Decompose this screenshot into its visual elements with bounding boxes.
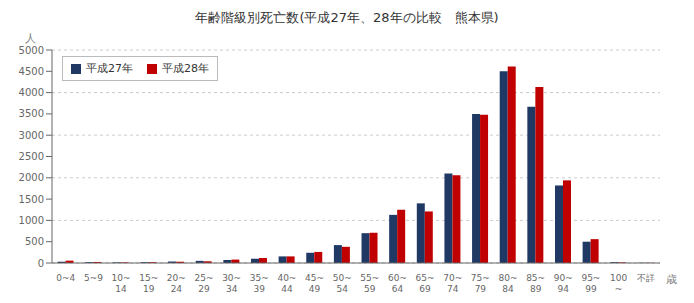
svg-text:500: 500 [25,236,44,247]
svg-text:95~99: 95~99 [581,273,600,294]
html-text:平成28年: 平成28年 [162,62,209,75]
svg-text:75~79: 75~79 [471,273,490,294]
svg-text:人: 人 [25,32,36,45]
svg-text:4000: 4000 [19,87,44,98]
html-text:平成27年: 平成27年 [86,62,133,75]
svg-text:60~64: 60~64 [388,273,407,294]
svg-text:不詳: 不詳 [637,273,655,283]
svg-text:40~44: 40~44 [277,273,296,294]
svg-text:歳: 歳 [666,273,677,286]
svg-text:1000: 1000 [19,215,44,226]
html-text:年齢階級別死亡数(平成27年、28年の比較 熊本県): 年齢階級別死亡数(平成27年、28年の比較 熊本県) [195,10,499,25]
svg-text:55~59: 55~59 [360,273,379,294]
svg-text:20~24: 20~24 [167,273,186,294]
svg-text:5000: 5000 [19,45,44,56]
svg-text:90~94: 90~94 [554,273,573,294]
svg-text:70~74: 70~74 [443,273,462,294]
svg-text:30~34: 30~34 [222,273,241,294]
svg-text:85~89: 85~89 [526,273,545,294]
svg-text:3500: 3500 [19,108,44,119]
svg-text:25~29: 25~29 [195,273,214,294]
svg-text:2000: 2000 [19,172,44,183]
svg-text:100~: 100~ [610,273,627,294]
svg-text:0~4: 0~4 [56,273,75,283]
svg-text:15~19: 15~19 [139,273,158,294]
svg-text:65~69: 65~69 [416,273,435,294]
svg-text:50~54: 50~54 [333,273,352,294]
svg-text:45~49: 45~49 [305,273,324,294]
svg-text:1500: 1500 [19,194,44,205]
svg-text:2500: 2500 [19,151,44,162]
svg-text:3000: 3000 [19,130,44,141]
svg-text:5~9: 5~9 [84,273,103,283]
svg-text:4500: 4500 [19,66,44,77]
svg-text:10~14: 10~14 [112,273,131,294]
svg-text:80~84: 80~84 [499,273,518,294]
svg-text:0: 0 [38,258,44,269]
svg-text:35~39: 35~39 [250,273,269,294]
